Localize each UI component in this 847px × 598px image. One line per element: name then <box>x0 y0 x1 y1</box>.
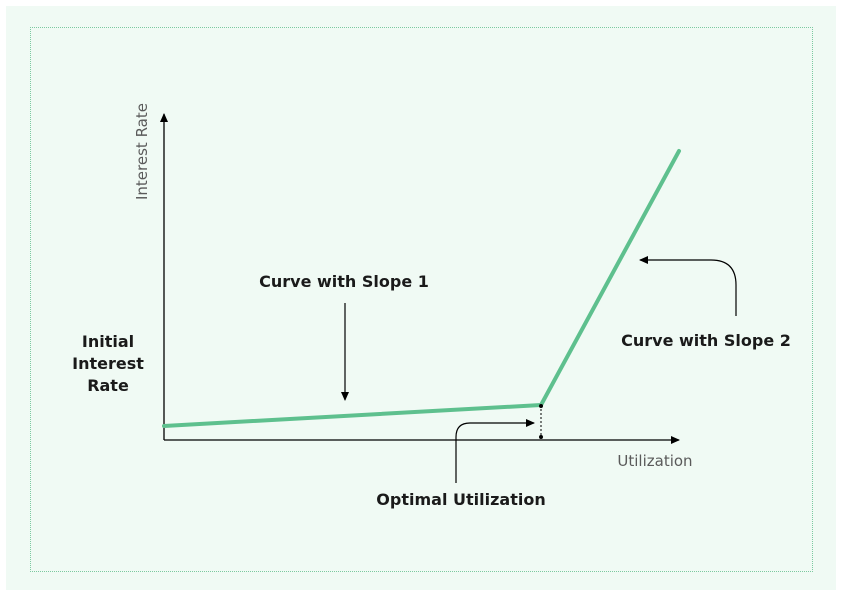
initial-rate-label-line3: Rate <box>87 376 129 395</box>
slope2-label: Curve with Slope 2 <box>621 331 791 350</box>
diagram-panel <box>6 6 836 590</box>
initial-rate-label-line1: Initial <box>82 332 134 351</box>
optimal-point-upper-dot <box>539 404 543 408</box>
x-axis-title: Utilization <box>617 452 692 470</box>
dotted-frame <box>30 27 813 572</box>
slope1-label: Curve with Slope 1 <box>259 272 429 291</box>
optimal-utilization-arrow <box>455 419 535 483</box>
optimal-point-lower-dot <box>539 435 543 439</box>
slope2-arrow <box>639 256 737 316</box>
initial-rate-label-line2: Interest <box>72 354 144 373</box>
y-axis-title: Interest Rate <box>133 103 151 200</box>
optimal-utilization-label: Optimal Utilization <box>376 490 545 509</box>
